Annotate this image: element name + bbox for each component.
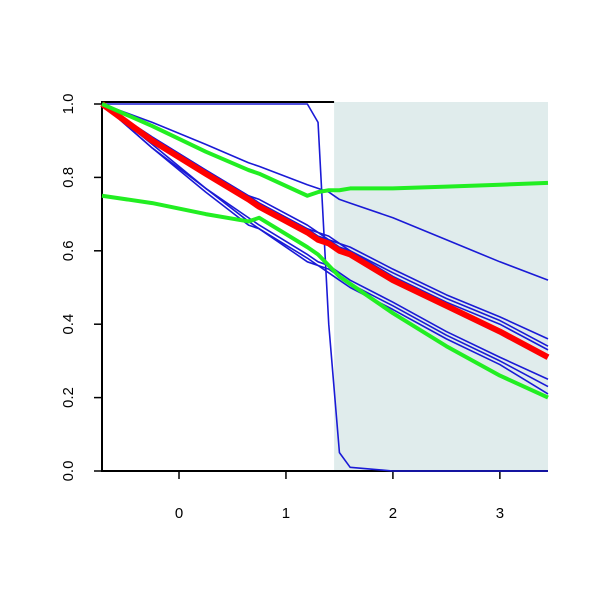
x-tick-label: 1 xyxy=(282,505,290,522)
y-tick-label: 0.6 xyxy=(60,240,77,261)
y-tick-label: 0.8 xyxy=(60,167,77,188)
series-line xyxy=(100,101,550,360)
series-line xyxy=(101,103,549,347)
x-tick-label: 2 xyxy=(389,505,397,522)
series-line xyxy=(101,102,549,198)
series-line xyxy=(101,193,549,400)
series-line xyxy=(102,103,548,472)
series-line xyxy=(101,103,549,388)
axis-box xyxy=(101,101,548,472)
y-tick-label: 1.0 xyxy=(60,94,77,115)
x-tick-label: 0 xyxy=(175,505,183,522)
series-line xyxy=(101,103,549,395)
x-tick-label: 3 xyxy=(496,505,504,522)
y-tick-label: 0.0 xyxy=(60,461,77,482)
y-tick-label: 0.2 xyxy=(60,387,77,408)
y-tick-label: 0.4 xyxy=(60,314,77,335)
shaded-region xyxy=(334,102,548,471)
